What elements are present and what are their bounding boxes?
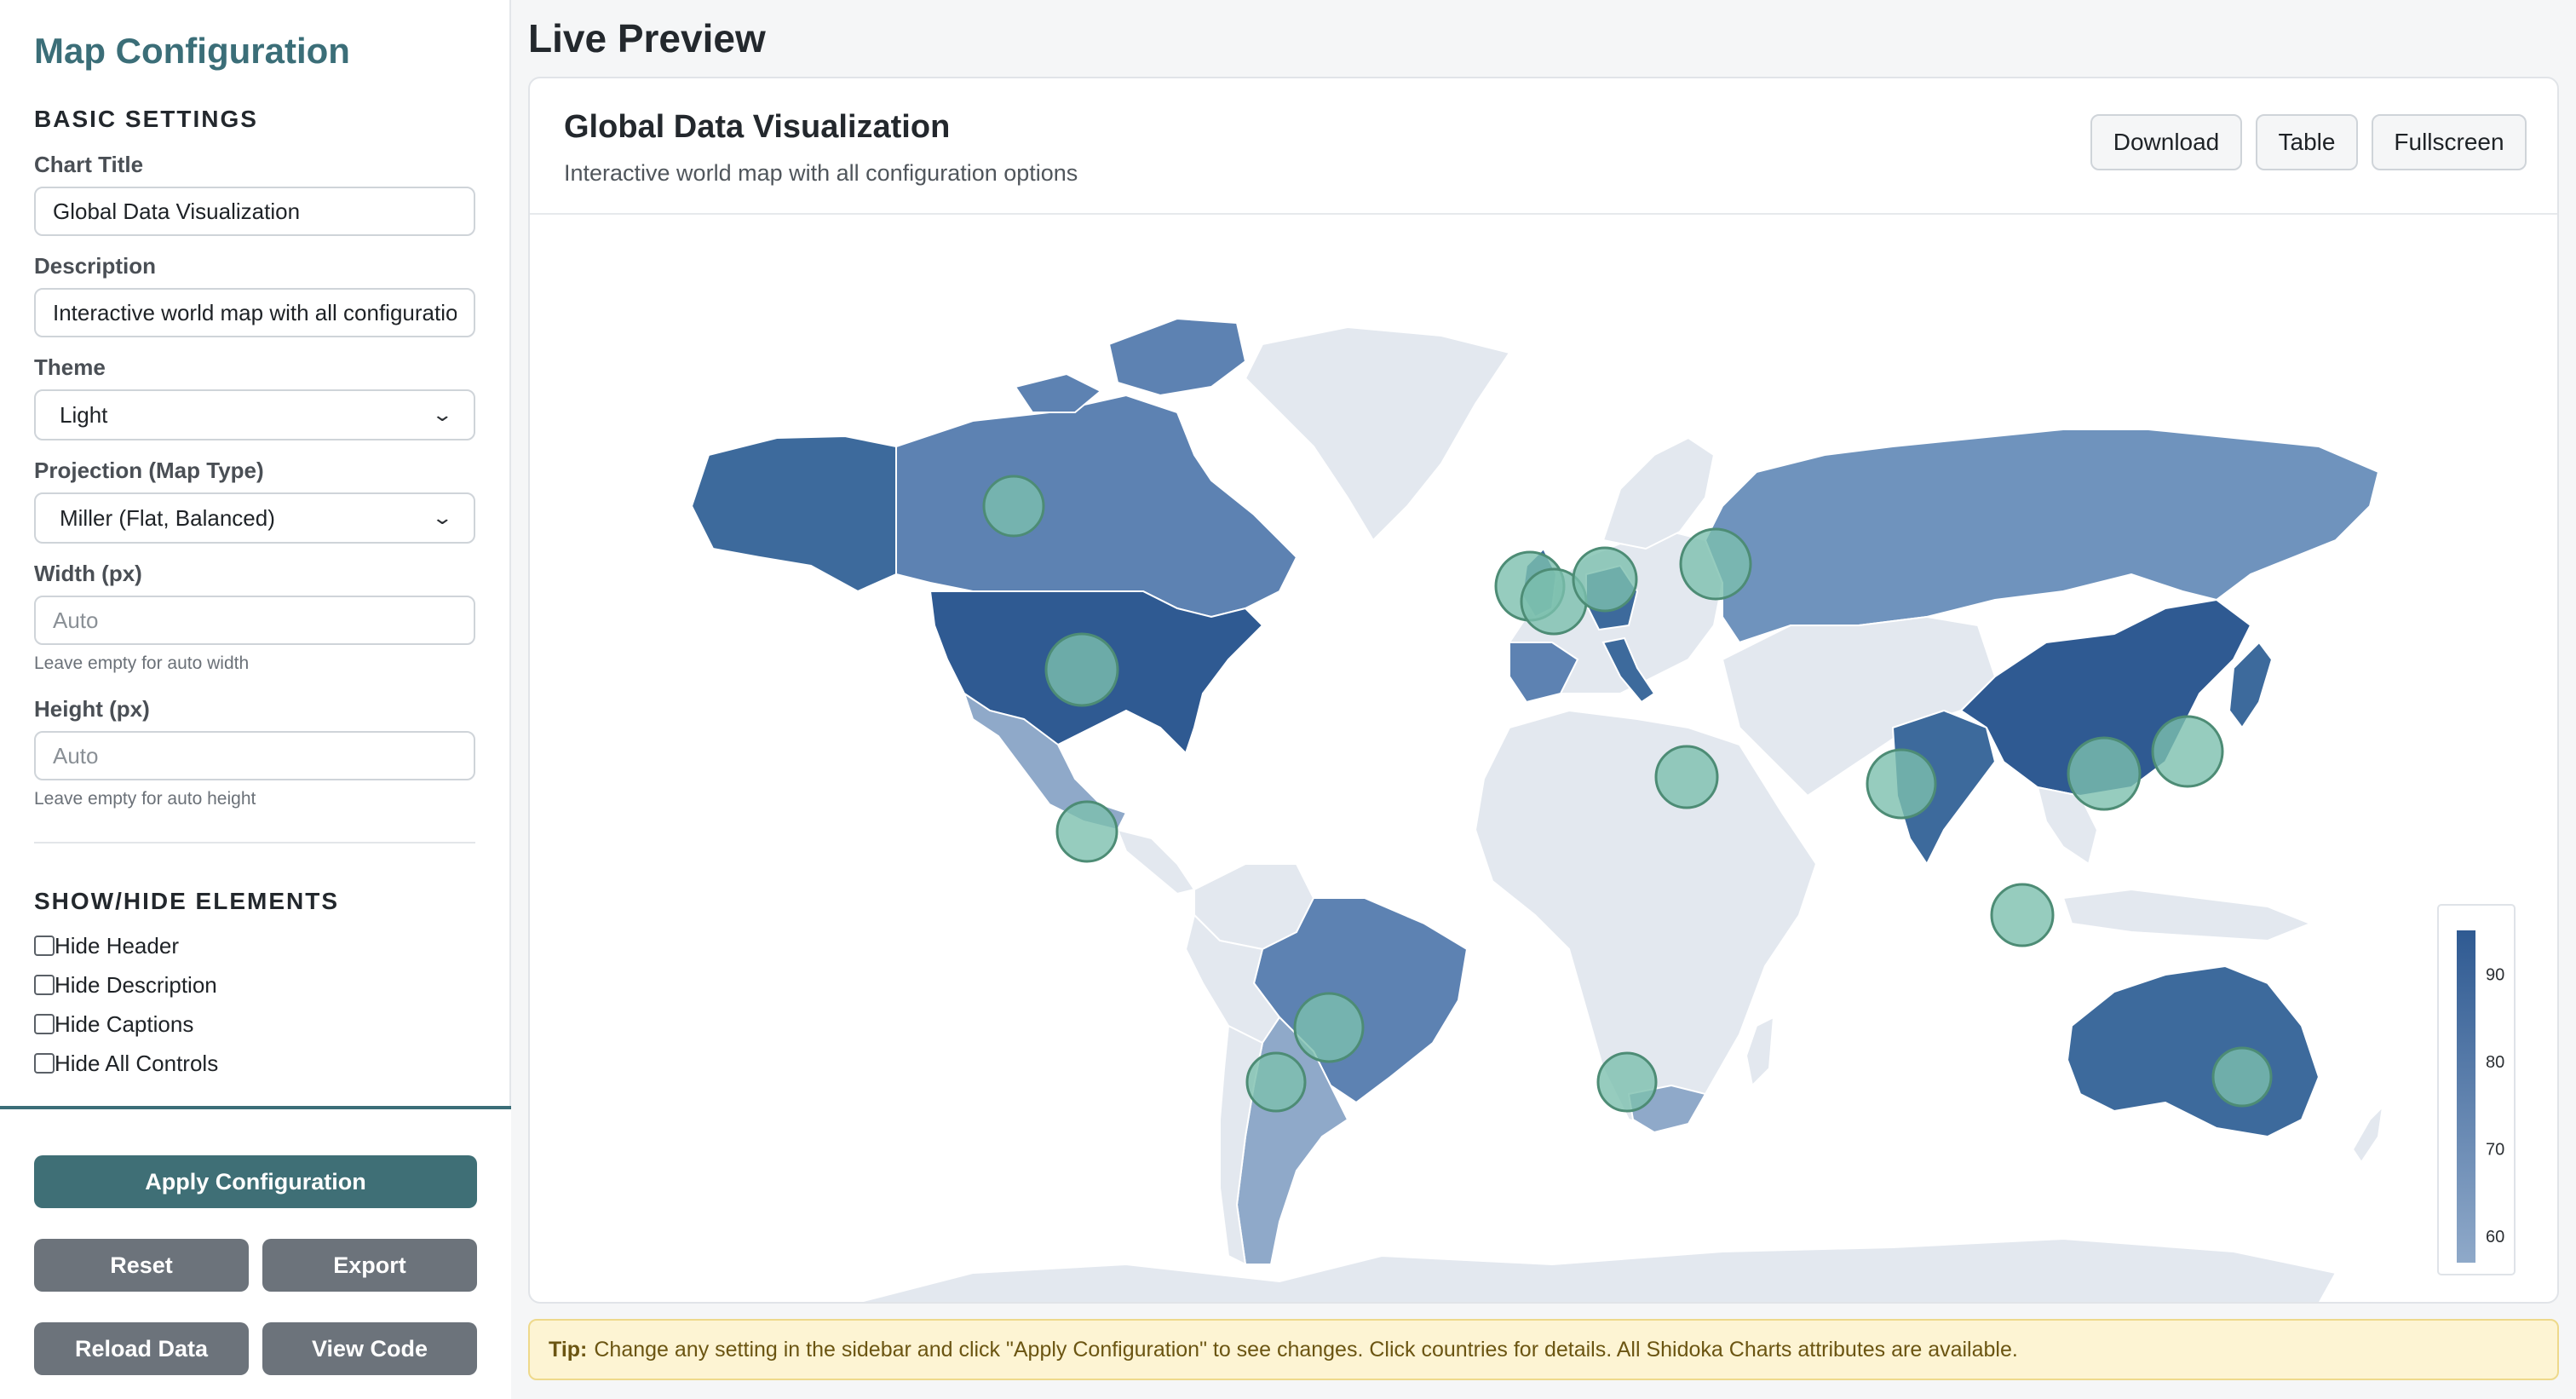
chart-title-input[interactable] — [34, 187, 475, 236]
chart-description: Interactive world map with all configura… — [564, 160, 1078, 186]
map-land[interactable] — [690, 317, 2384, 1304]
bubble-egypt[interactable] — [1654, 745, 1719, 809]
basic-settings-heading: BASIC SETTINGS — [34, 106, 258, 132]
hide-description-label: Hide Description — [55, 971, 217, 998]
hide-captions-checkbox[interactable] — [34, 1014, 55, 1034]
chart-card: Global Data Visualization Interactive wo… — [528, 77, 2559, 1304]
hide-all-controls-checkbox[interactable] — [34, 1053, 55, 1074]
fullscreen-button[interactable]: Fullscreen — [2372, 114, 2527, 170]
hide-captions-option[interactable]: Hide Captions — [34, 1010, 475, 1037]
projection-select[interactable]: Miller (Flat, Balanced) ⌄ — [34, 492, 475, 544]
chart-header: Global Data Visualization Interactive wo… — [530, 78, 2557, 215]
bubble-japan[interactable] — [2151, 715, 2224, 788]
bubble-russia[interactable] — [1679, 527, 1752, 601]
country-italy[interactable] — [1601, 636, 1656, 704]
theme-select[interactable]: Light ⌄ — [34, 389, 475, 440]
height-input[interactable] — [34, 731, 475, 780]
world-map-svg[interactable]: 90 80 70 60 — [530, 216, 2557, 1304]
sidebar-actions: Apply Configuration Reset Export Reload … — [0, 1106, 511, 1399]
country-new-zealand[interactable] — [2351, 1104, 2384, 1164]
country-canada-islands-2[interactable] — [1014, 372, 1102, 413]
show-hide-heading: SHOW/HIDE ELEMENTS — [34, 888, 340, 914]
country-indonesia[interactable] — [2061, 888, 2313, 942]
legend-ticks: 90 80 70 60 — [2486, 965, 2504, 1246]
section-divider — [34, 842, 475, 843]
bubble-south-africa[interactable] — [1596, 1051, 1658, 1113]
theme-label: Theme — [34, 354, 106, 380]
table-button[interactable]: Table — [2256, 114, 2358, 170]
chevron-down-icon: ⌄ — [430, 404, 453, 425]
bubble-argentina[interactable] — [1245, 1051, 1307, 1113]
projection-label: Projection (Map Type) — [34, 458, 264, 483]
region-antarctica[interactable] — [854, 1237, 2337, 1304]
world-map[interactable]: 90 80 70 60 — [530, 216, 2557, 1304]
sidebar-scroll-area[interactable]: Map Configuration BASIC SETTINGS Chart T… — [0, 0, 509, 1108]
map-bubbles[interactable] — [982, 475, 2273, 1113]
export-button[interactable]: Export — [262, 1239, 477, 1292]
country-madagascar[interactable] — [1745, 1016, 1775, 1088]
reset-button[interactable]: Reset — [34, 1239, 249, 1292]
height-hint: Leave empty for auto height — [34, 789, 256, 809]
tip-label: Tip: — [549, 1337, 588, 1362]
hide-all-controls-label: Hide All Controls — [55, 1050, 219, 1076]
country-canada[interactable] — [895, 394, 1298, 619]
view-code-button[interactable]: View Code — [262, 1322, 477, 1375]
chart-title-label: Chart Title — [34, 152, 144, 177]
bubble-indonesia[interactable] — [1990, 883, 2055, 947]
chevron-down-icon: ⌄ — [430, 507, 453, 528]
projection-select-value: Miller (Flat, Balanced) — [60, 504, 275, 531]
color-legend: 90 80 70 60 — [2437, 904, 2516, 1275]
country-russia[interactable] — [1704, 429, 2380, 644]
page-title: Live Preview — [528, 16, 766, 60]
width-hint: Leave empty for auto width — [34, 653, 250, 673]
tip-banner: Tip: Change any setting in the sidebar a… — [528, 1319, 2559, 1380]
legend-tick-label: 60 — [2486, 1228, 2504, 1246]
hide-captions-label: Hide Captions — [55, 1010, 194, 1037]
hide-description-option[interactable]: Hide Description — [34, 971, 475, 998]
bubble-china[interactable] — [2067, 736, 2142, 811]
sidebar-title: Map Configuration — [34, 31, 350, 71]
hide-description-checkbox[interactable] — [34, 975, 55, 995]
tip-text: Change any setting in the sidebar and cl… — [594, 1337, 2018, 1362]
legend-tick-label: 80 — [2486, 1053, 2504, 1072]
country-china[interactable] — [1959, 598, 2252, 797]
country-mexico[interactable] — [963, 691, 1128, 832]
reload-data-button[interactable]: Reload Data — [34, 1322, 249, 1375]
bubble-usa[interactable] — [1044, 632, 1119, 707]
country-greenland[interactable] — [1244, 325, 1511, 542]
country-australia[interactable] — [2066, 964, 2320, 1138]
hide-all-controls-option[interactable]: Hide All Controls — [34, 1050, 475, 1076]
country-japan[interactable] — [2228, 641, 2274, 729]
hide-header-option[interactable]: Hide Header — [34, 932, 475, 959]
bubble-australia[interactable] — [2211, 1046, 2273, 1108]
apply-configuration-button[interactable]: Apply Configuration — [34, 1155, 477, 1208]
country-canada-islands[interactable] — [1107, 317, 1247, 397]
bubble-mexico[interactable] — [1055, 800, 1118, 863]
description-label: Description — [34, 253, 157, 279]
country-alaska[interactable] — [690, 435, 897, 593]
theme-select-value: Light — [60, 401, 108, 428]
bubble-brazil[interactable] — [1293, 992, 1365, 1063]
bubble-india[interactable] — [1866, 748, 1937, 820]
country-spain[interactable] — [1509, 642, 1579, 704]
chart-title: Global Data Visualization — [564, 109, 951, 145]
hide-header-label: Hide Header — [55, 932, 179, 959]
width-label: Width (px) — [34, 561, 142, 586]
bubble-canada[interactable] — [982, 475, 1045, 538]
region-scandinavia[interactable] — [1601, 436, 1716, 550]
config-sidebar: Map Configuration BASIC SETTINGS Chart T… — [0, 0, 511, 1399]
bubble-germany[interactable] — [1572, 546, 1638, 613]
hide-header-checkbox[interactable] — [34, 936, 55, 956]
width-input[interactable] — [34, 596, 475, 645]
height-label: Height (px) — [34, 696, 150, 722]
legend-tick-label: 90 — [2486, 965, 2504, 984]
legend-tick-label: 70 — [2486, 1141, 2504, 1160]
legend-gradient-bar — [2457, 930, 2475, 1263]
description-input[interactable] — [34, 288, 475, 337]
download-button[interactable]: Download — [2090, 114, 2242, 170]
legend-frame — [2437, 904, 2516, 1275]
region-central-america[interactable] — [1116, 828, 1196, 895]
